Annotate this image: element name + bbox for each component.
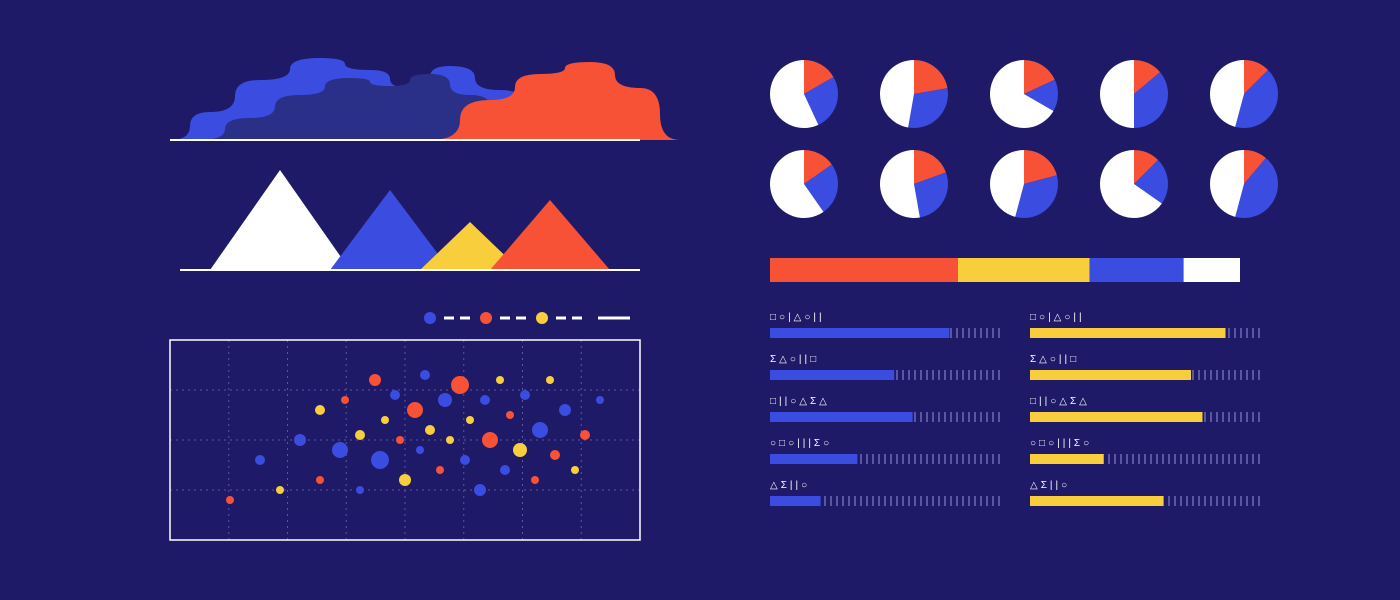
- progress-fill: [1030, 370, 1191, 380]
- progress-fill: [1030, 412, 1203, 422]
- scatter-point: [381, 416, 389, 424]
- progress-label: △Σ||○: [770, 480, 810, 491]
- scatter-point: [513, 443, 527, 457]
- progress-fill: [1030, 496, 1163, 506]
- scatter-point: [559, 404, 571, 416]
- scatter-point: [451, 376, 469, 394]
- scatter-point: [420, 370, 430, 380]
- dashboard-canvas: □○|△○|| Σ△○||□ □||○△Σ△ ○□○|||Σ○ △Σ||○ □○|△○||…: [0, 0, 1400, 600]
- scatter-point: [580, 430, 590, 440]
- progress-fill: [770, 328, 949, 338]
- scatter-point: [356, 486, 364, 494]
- progress-fill: [1030, 328, 1226, 338]
- progress-label: □||○△Σ△: [770, 396, 830, 407]
- progress-label: Σ△○||□: [770, 354, 819, 365]
- progress-label: ○□○|||Σ○: [1030, 438, 1092, 449]
- scatter-point: [546, 376, 554, 384]
- scatter-point: [425, 425, 435, 435]
- stacked-segment-2: [1090, 258, 1184, 282]
- scatter-point: [550, 450, 560, 460]
- scatter-point: [466, 416, 474, 424]
- scatter-point: [531, 476, 539, 484]
- scatter-point: [390, 390, 400, 400]
- progress-fill: [770, 370, 894, 380]
- stacked-segment-0: [770, 258, 958, 282]
- scatter-point: [407, 402, 423, 418]
- progress-label: △Σ||○: [1030, 480, 1070, 491]
- scatter-point: [276, 486, 284, 494]
- progress-fill: [770, 412, 913, 422]
- legend-dot-0: [424, 312, 436, 324]
- scatter-point: [438, 393, 452, 407]
- stacked-segment-1: [958, 258, 1090, 282]
- background: [0, 0, 1400, 600]
- legend-dot-1: [480, 312, 492, 324]
- scatter-point: [316, 476, 324, 484]
- scatter-point: [500, 465, 510, 475]
- progress-label: □○|△○||: [1030, 312, 1085, 323]
- scatter-point: [315, 405, 325, 415]
- scatter-point: [371, 451, 389, 469]
- progress-label: ○□○|||Σ○: [770, 438, 832, 449]
- scatter-point: [596, 396, 604, 404]
- progress-label: □○|△○||: [770, 312, 825, 323]
- scatter-point: [482, 432, 498, 448]
- scatter-point: [355, 430, 365, 440]
- scatter-point: [532, 422, 548, 438]
- scatter-point: [460, 455, 470, 465]
- scatter-point: [226, 496, 234, 504]
- scatter-point: [255, 455, 265, 465]
- progress-fill: [770, 454, 857, 464]
- scatter-point: [474, 484, 486, 496]
- scatter-point: [436, 466, 444, 474]
- scatter-point: [506, 411, 514, 419]
- stacked-bar: [770, 258, 1240, 282]
- scatter-point: [294, 434, 306, 446]
- scatter-point: [341, 396, 349, 404]
- scatter-point: [416, 446, 424, 454]
- legend-dot-2: [536, 312, 548, 324]
- scatter-point: [446, 436, 454, 444]
- progress-label: □||○△Σ△: [1030, 396, 1090, 407]
- scatter-point: [480, 395, 490, 405]
- scatter-point: [520, 390, 530, 400]
- scatter-point: [399, 474, 411, 486]
- scatter-point: [496, 376, 504, 384]
- progress-label: Σ△○||□: [1030, 354, 1079, 365]
- scatter-point: [369, 374, 381, 386]
- scatter-point: [332, 442, 348, 458]
- scatter-point: [571, 466, 579, 474]
- stacked-segment-3: [1184, 258, 1240, 282]
- progress-fill: [1030, 454, 1104, 464]
- scatter-point: [396, 436, 404, 444]
- progress-fill: [770, 496, 821, 506]
